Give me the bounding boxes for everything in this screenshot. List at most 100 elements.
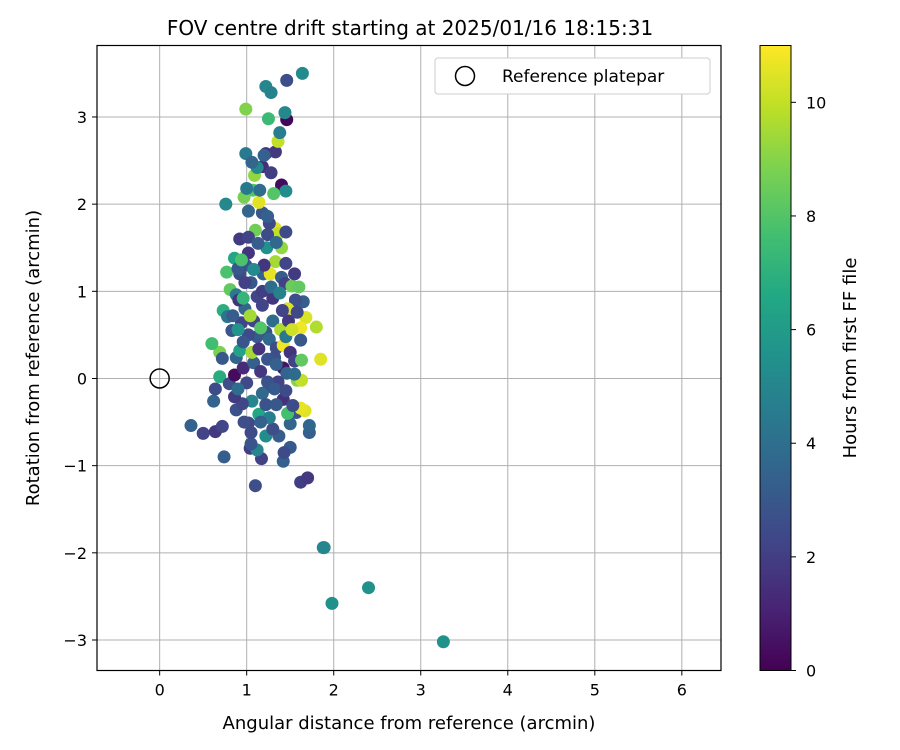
y-axis-ticks: −3 −2 −1 0 1 2 3 xyxy=(63,108,97,650)
data-point xyxy=(247,263,261,277)
data-point xyxy=(277,446,291,460)
data-point xyxy=(264,86,278,100)
data-point xyxy=(295,353,309,367)
data-point xyxy=(184,419,198,433)
data-point xyxy=(220,265,234,279)
data-point xyxy=(241,230,255,244)
legend: Reference platepar xyxy=(434,57,711,95)
data-point xyxy=(294,333,308,347)
data-point xyxy=(266,314,280,328)
y-tick-label: 1 xyxy=(77,282,87,301)
legend-entry-label: Reference platepar xyxy=(502,67,664,87)
data-point xyxy=(236,361,250,375)
data-point xyxy=(283,417,297,431)
y-tick-label: 2 xyxy=(77,195,87,214)
data-point xyxy=(268,255,282,269)
data-point xyxy=(290,305,304,319)
y-tick-label: 0 xyxy=(77,369,87,388)
data-point xyxy=(261,209,275,223)
legend-marker xyxy=(454,65,476,87)
data-point xyxy=(314,352,328,366)
colorbar-tick-label: 8 xyxy=(806,207,816,226)
chart-title: FOV centre drift starting at 2025/01/16 … xyxy=(167,16,653,40)
data-point xyxy=(231,382,245,396)
data-point xyxy=(238,276,252,290)
data-point xyxy=(279,384,293,398)
y-tick-label: −2 xyxy=(63,544,87,563)
colorbar-tick-label: 2 xyxy=(806,548,816,567)
data-point xyxy=(301,471,315,485)
data-point xyxy=(261,228,275,242)
legend-box xyxy=(434,57,711,95)
plot-frame xyxy=(96,44,722,672)
colorbar-tick-label: 10 xyxy=(806,93,826,112)
data-point xyxy=(244,437,258,451)
data-point xyxy=(316,541,330,555)
data-point xyxy=(273,126,287,140)
data-point xyxy=(254,321,268,335)
data-point xyxy=(236,335,250,349)
data-point xyxy=(245,155,259,169)
x-tick-label: 5 xyxy=(590,681,600,700)
data-point xyxy=(268,145,282,159)
data-point xyxy=(228,368,242,382)
data-point xyxy=(278,106,292,120)
data-point xyxy=(255,298,269,312)
data-point xyxy=(239,102,253,116)
data-point xyxy=(262,332,276,346)
data-point xyxy=(286,399,300,413)
data-points xyxy=(184,66,450,649)
y-axis-label: Rotation from reference (arcmin) xyxy=(23,210,44,506)
data-point xyxy=(279,256,293,270)
data-point xyxy=(196,426,210,440)
data-point xyxy=(269,236,283,250)
data-point xyxy=(237,415,251,429)
data-point xyxy=(236,291,250,305)
data-point xyxy=(205,337,219,351)
data-point xyxy=(243,309,257,323)
data-point xyxy=(207,394,221,408)
data-point xyxy=(254,365,268,379)
data-point xyxy=(288,267,302,281)
data-point xyxy=(208,382,222,396)
data-point xyxy=(253,183,267,197)
data-point xyxy=(247,356,261,370)
colorbar-label: Hours from first FF file xyxy=(840,258,861,459)
data-point xyxy=(275,303,289,317)
data-point xyxy=(288,367,302,381)
data-point xyxy=(295,66,309,80)
data-point xyxy=(259,398,273,412)
data-point xyxy=(217,450,231,464)
data-point xyxy=(257,258,271,272)
data-point xyxy=(309,320,323,334)
colorbar-ticks: 0 2 4 6 8 10 xyxy=(791,93,826,681)
x-tick-label: 3 xyxy=(416,681,426,700)
data-point xyxy=(231,323,245,337)
x-tick-label: 1 xyxy=(242,681,252,700)
data-point xyxy=(288,293,302,307)
y-tick-label: 3 xyxy=(77,108,87,127)
data-point xyxy=(252,342,266,356)
data-point xyxy=(240,181,254,195)
grid-lines xyxy=(97,45,721,671)
data-point xyxy=(251,236,265,250)
data-point xyxy=(325,596,339,610)
x-axis-label: Angular distance from reference (arcmin) xyxy=(223,713,596,734)
data-point xyxy=(362,581,376,595)
x-tick-label: 4 xyxy=(503,681,513,700)
data-point xyxy=(234,253,248,267)
data-point xyxy=(269,398,283,412)
x-tick-label: 6 xyxy=(677,681,687,700)
colorbar xyxy=(759,45,792,671)
colorbar-tick-label: 6 xyxy=(806,321,816,340)
data-point xyxy=(241,204,255,218)
data-point xyxy=(213,370,227,384)
data-point xyxy=(254,415,268,429)
data-point xyxy=(267,187,281,201)
data-point xyxy=(280,73,294,87)
data-point xyxy=(268,382,282,396)
data-point xyxy=(252,195,266,209)
data-point xyxy=(266,422,280,436)
data-point xyxy=(261,112,275,126)
